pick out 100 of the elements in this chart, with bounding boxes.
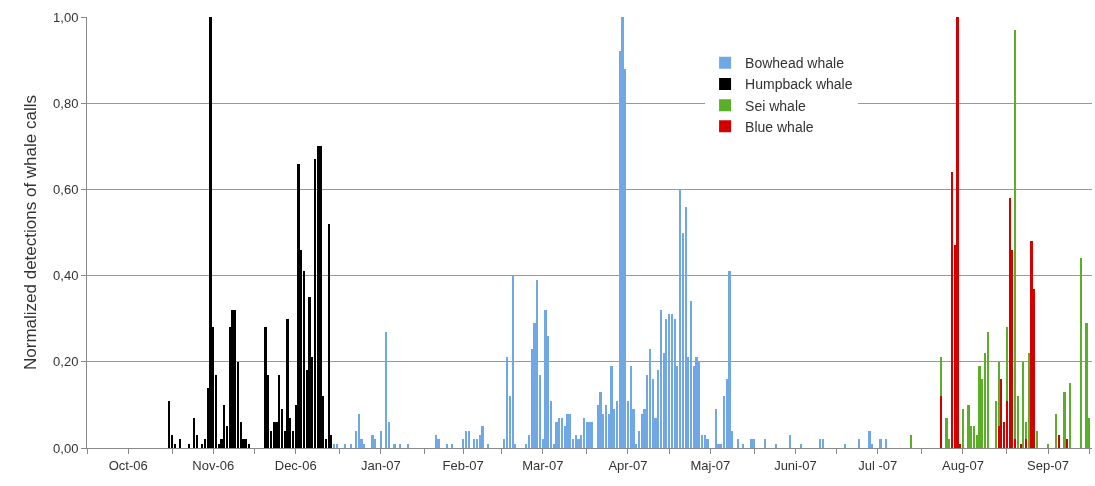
- bar: [1009, 198, 1011, 448]
- legend-label: Humpback whale: [745, 76, 853, 93]
- bar: [481, 426, 484, 448]
- bar: [586, 422, 588, 448]
- bar: [1058, 435, 1060, 448]
- x-tick-label: Jul -07: [858, 457, 898, 473]
- bar: [473, 439, 475, 448]
- bar: [487, 444, 489, 448]
- bar: [561, 418, 563, 448]
- bar: [468, 431, 470, 448]
- x-tick-label: Aug-07: [941, 457, 984, 473]
- bar: [987, 332, 989, 448]
- bar: [1069, 383, 1071, 448]
- x-tick-label: Maj-07: [690, 457, 731, 473]
- bar: [940, 396, 942, 448]
- x-tick-label: Oct-06: [108, 457, 148, 473]
- bar: [374, 439, 376, 448]
- bar: [753, 439, 755, 448]
- bar: [1028, 353, 1030, 448]
- bar: [583, 418, 585, 448]
- bar: [704, 435, 706, 448]
- bar: [358, 414, 360, 448]
- bar: [476, 439, 478, 448]
- bar: [844, 444, 846, 448]
- bar: [1025, 439, 1027, 448]
- bar: [967, 405, 970, 448]
- bar: [451, 444, 453, 448]
- bar: [868, 431, 871, 448]
- bar: [1080, 258, 1082, 448]
- bar: [951, 172, 953, 448]
- bar: [690, 301, 692, 448]
- bar: [308, 297, 311, 448]
- bar: [706, 439, 709, 448]
- bar: [775, 444, 777, 448]
- bar: [1030, 241, 1033, 448]
- bar: [317, 146, 319, 448]
- bar: [962, 409, 964, 448]
- bar: [660, 310, 662, 448]
- bar: [599, 392, 602, 448]
- legend-label: Bowhead whale: [745, 55, 845, 72]
- bar: [536, 280, 538, 448]
- bar: [885, 439, 887, 448]
- bar: [385, 332, 387, 448]
- bar: [435, 435, 437, 448]
- y-tick-label: 0,80: [53, 95, 79, 111]
- bar: [193, 418, 195, 448]
- bar: [1063, 392, 1066, 448]
- y-tick-label: 0,40: [53, 268, 79, 284]
- bar: [819, 439, 821, 448]
- bar: [328, 224, 330, 448]
- y-axis-title: Normalized detections of whale calls: [20, 95, 40, 370]
- bar: [393, 444, 396, 448]
- bar: [1047, 444, 1049, 448]
- bar: [575, 435, 577, 448]
- bar: [234, 310, 236, 448]
- bar: [344, 444, 346, 448]
- bar: [371, 435, 374, 448]
- bar: [319, 146, 322, 448]
- bar: [223, 405, 225, 448]
- bar: [333, 444, 335, 448]
- bar: [750, 439, 753, 448]
- bar: [605, 405, 607, 448]
- bar: [973, 426, 975, 448]
- bar: [1020, 444, 1022, 448]
- bar: [649, 349, 651, 448]
- bar: [297, 164, 300, 448]
- legend-label: Sei whale: [745, 97, 806, 114]
- bar: [446, 444, 448, 448]
- bar: [286, 319, 289, 448]
- x-tick-label: Jan-07: [360, 457, 401, 473]
- y-tick-label: 0,00: [53, 440, 79, 456]
- bar: [671, 314, 673, 448]
- bar: [789, 435, 791, 448]
- bar: [399, 444, 401, 448]
- bar: [800, 444, 802, 448]
- y-tick-label: 0,20: [53, 354, 79, 370]
- x-tick-label: Sep-07: [1027, 457, 1070, 473]
- bar: [668, 314, 670, 448]
- bar: [610, 366, 613, 448]
- bar: [1022, 362, 1024, 448]
- bar: [506, 357, 508, 448]
- bar: [555, 422, 558, 448]
- bar: [764, 439, 766, 448]
- bar: [407, 444, 409, 448]
- legend-label: Blue whale: [745, 118, 814, 135]
- bar: [685, 207, 687, 448]
- x-tick-label: Dec-06: [274, 457, 317, 473]
- bar: [822, 439, 824, 448]
- bar: [245, 439, 247, 448]
- bar: [465, 431, 467, 448]
- x-tick-label: Juni-07: [774, 457, 817, 473]
- bar: [566, 414, 569, 448]
- bar: [978, 366, 981, 448]
- bar: [1085, 323, 1088, 448]
- bar: [168, 401, 170, 448]
- bar: [1055, 414, 1057, 448]
- bar: [956, 17, 959, 448]
- bar: [591, 422, 593, 448]
- bar: [350, 444, 352, 448]
- bar: [1000, 379, 1002, 448]
